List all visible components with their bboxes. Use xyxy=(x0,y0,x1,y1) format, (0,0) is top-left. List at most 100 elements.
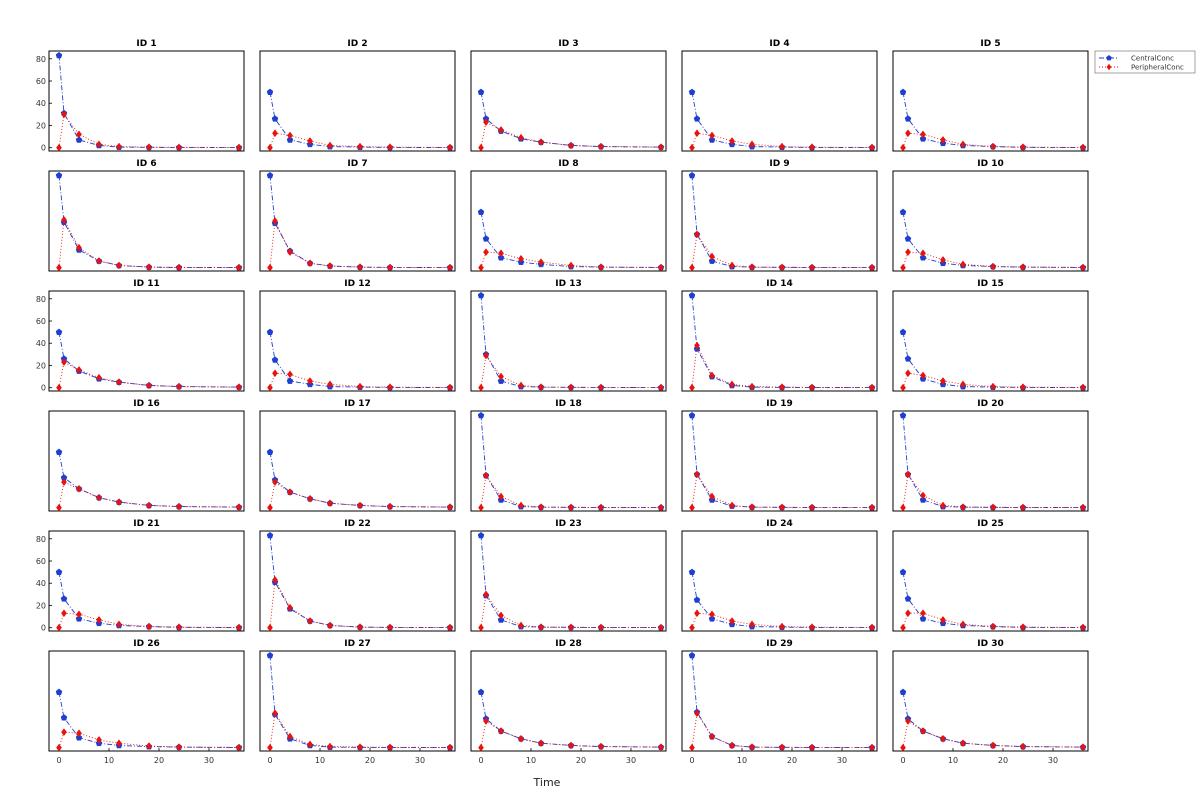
peripheral-conc-point xyxy=(307,494,313,503)
peripheral-conc-point xyxy=(357,623,363,632)
peripheral-conc-point xyxy=(568,741,574,750)
peripheral-conc-point xyxy=(729,380,735,389)
panel-title: ID 19 xyxy=(766,399,792,409)
peripheral-conc-point xyxy=(940,615,946,624)
peripheral-conc-point xyxy=(498,611,504,620)
peripheral-conc-line xyxy=(480,720,662,748)
x-axis-label: Time xyxy=(533,776,561,789)
panel-2: ID 2 xyxy=(259,39,456,152)
peripheral-conc-line xyxy=(480,354,662,389)
peripheral-conc-line xyxy=(269,132,451,148)
peripheral-conc-point xyxy=(483,717,489,725)
panel-frame xyxy=(681,50,878,152)
panel-frame xyxy=(259,170,456,272)
peripheral-conc-point xyxy=(568,261,574,270)
panel-title: ID 29 xyxy=(766,639,792,649)
central-conc-point xyxy=(477,688,485,695)
panel-title: ID 30 xyxy=(977,639,1003,649)
peripheral-conc-point xyxy=(900,143,906,152)
peripheral-conc-point xyxy=(116,739,122,748)
central-conc-point xyxy=(266,448,274,455)
peripheral-conc-point xyxy=(920,491,926,500)
peripheral-conc-point xyxy=(327,141,333,150)
y-tick-label: 60 xyxy=(36,557,46,566)
peripheral-conc-point xyxy=(598,142,604,151)
legend-entry-peripheral: PeripheralConc xyxy=(1099,64,1184,72)
peripheral-conc-point xyxy=(176,623,182,632)
peripheral-conc-point xyxy=(1080,143,1086,152)
peripheral-conc-point xyxy=(56,623,62,632)
central-conc-point xyxy=(899,411,907,419)
peripheral-conc-point xyxy=(749,620,755,629)
peripheral-conc-point xyxy=(869,263,875,272)
peripheral-conc-point xyxy=(61,478,67,487)
legend-marker xyxy=(1106,55,1112,61)
x-tick-label: 30 xyxy=(626,756,636,765)
peripheral-conc-point xyxy=(920,609,926,618)
central-conc-line xyxy=(269,332,451,389)
peripheral-conc-point xyxy=(809,503,815,512)
central-conc-point xyxy=(693,596,701,603)
x-tick-label: 30 xyxy=(415,756,425,765)
panel-title: ID 17 xyxy=(344,399,370,409)
peripheral-conc-point xyxy=(483,471,489,480)
central-conc-line xyxy=(691,572,873,629)
panel-9: ID 9 xyxy=(681,159,878,272)
peripheral-conc-point xyxy=(272,217,278,225)
peripheral-conc-point xyxy=(1080,503,1086,512)
peripheral-conc-point xyxy=(236,383,242,392)
central-conc-line xyxy=(480,415,662,509)
peripheral-conc-point xyxy=(1080,743,1086,752)
peripheral-conc-point xyxy=(694,129,700,138)
peripheral-conc-point xyxy=(1020,742,1026,751)
peripheral-conc-point xyxy=(267,743,273,752)
peripheral-conc-point xyxy=(327,621,333,630)
peripheral-conc-point xyxy=(61,609,67,618)
peripheral-conc-point xyxy=(387,383,393,392)
panel-title: ID 28 xyxy=(555,639,581,649)
central-conc-point xyxy=(266,328,274,335)
peripheral-conc-point xyxy=(869,623,875,632)
peripheral-conc-point xyxy=(779,622,785,631)
peripheral-conc-point xyxy=(749,743,755,752)
peripheral-conc-point xyxy=(357,263,363,272)
peripheral-conc-point xyxy=(116,261,122,270)
peripheral-conc-point xyxy=(483,351,489,360)
peripheral-conc-point xyxy=(96,735,102,744)
peripheral-conc-point xyxy=(307,740,313,749)
central-conc-line xyxy=(58,332,240,388)
peripheral-conc-point xyxy=(387,743,393,752)
central-conc-point xyxy=(75,136,83,143)
panel-frame xyxy=(259,410,456,512)
peripheral-conc-point xyxy=(869,743,875,752)
peripheral-conc-point xyxy=(96,615,102,624)
peripheral-conc-point xyxy=(146,622,152,631)
peripheral-conc-point xyxy=(689,383,695,392)
peripheral-conc-point xyxy=(538,138,544,147)
panel-frame xyxy=(681,170,878,272)
peripheral-conc-line xyxy=(902,612,1084,628)
panel-frame xyxy=(259,530,456,632)
peripheral-conc-point xyxy=(809,623,815,632)
legend-label: CentralConc xyxy=(1131,55,1174,63)
panel-frame xyxy=(681,410,878,512)
peripheral-conc-line xyxy=(902,372,1084,388)
legend-marker xyxy=(1106,63,1112,71)
panel-20: ID 20 xyxy=(892,399,1089,512)
peripheral-conc-point xyxy=(447,143,453,152)
panel-title: ID 22 xyxy=(344,519,370,529)
panel-title: ID 21 xyxy=(133,519,159,529)
y-tick-label: 60 xyxy=(36,77,46,86)
peripheral-conc-point xyxy=(694,341,700,350)
central-conc-point xyxy=(497,254,505,261)
peripheral-conc-point xyxy=(538,258,544,267)
peripheral-conc-point xyxy=(1020,623,1026,632)
y-tick-label: 0 xyxy=(41,624,46,633)
x-tick-label: 0 xyxy=(689,756,694,765)
panel-7: ID 7 xyxy=(259,159,456,272)
panel-5: ID 5 xyxy=(892,39,1089,152)
central-conc-point xyxy=(75,615,83,622)
y-tick-label: 20 xyxy=(36,361,46,370)
panel-18: ID 18 xyxy=(470,399,667,512)
central-conc-point xyxy=(271,115,279,122)
